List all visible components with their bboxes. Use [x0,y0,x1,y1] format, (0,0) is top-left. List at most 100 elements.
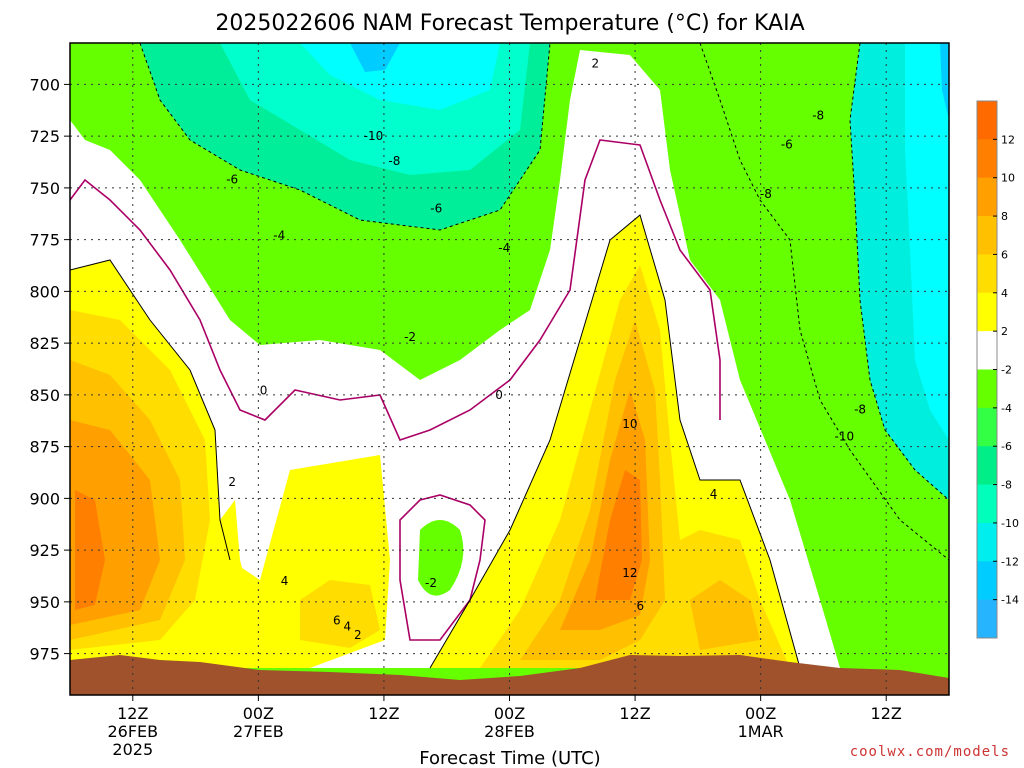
colorbar-swatch [977,522,997,562]
colorbar-tick-label: 12 [1001,133,1015,146]
credit-text: coolwx.com/models [850,744,1010,760]
y-tick-label: 825 [29,334,60,353]
y-tick-label: 850 [29,386,60,405]
contour-label: -4 [273,228,285,242]
y-tick-label: 975 [29,645,60,664]
contour-label: 0 [260,384,268,398]
contour-label: -2 [425,576,437,590]
y-tick-label: 725 [29,127,60,146]
y-tick-label: 900 [29,489,60,508]
colorbar-swatch [977,369,997,409]
field-band-4-mid [300,580,380,648]
contour-label: 4 [281,574,289,588]
colorbar-swatch [977,331,997,370]
colorbar-tick-label: -4 [1001,402,1012,415]
colorbar-tick-label: -12 [1001,555,1019,568]
contour-label: 0 [495,388,503,402]
contour-label: 2 [591,57,599,71]
x-tick-sublabel: 27FEB [233,722,284,741]
colorbar-swatch [977,484,997,524]
y-tick-label: 925 [29,541,60,560]
x-tick-sublabel: 26FEB [107,722,158,741]
contour-label: 2 [228,475,236,489]
x-tick-label: 12Z [368,704,399,723]
contour-line-warm-1 [70,259,231,561]
colorbar-tick-label: -14 [1001,594,1019,607]
colorbar-swatch [977,254,997,294]
colorbar-swatch [977,101,997,140]
contour-label: -6 [781,137,793,151]
y-tick-label: 775 [29,231,60,250]
field-band-2-mid [210,500,250,640]
x-tick-label: 00Z [745,704,776,723]
colorbar-swatch [977,561,997,601]
colorbar-swatch [977,446,997,486]
colorbar-swatch [977,139,997,179]
plot-area [70,43,949,695]
contour-label: 6 [636,599,644,613]
field-band-minus-12-upper [300,43,500,110]
x-tick-label: 00Z [494,704,525,723]
contour-label: -10 [835,429,855,443]
contour-label: -8 [812,108,824,122]
x-tick-label: 12Z [871,704,902,723]
colorbar-swatch [977,177,997,217]
contour-line-cold-2 [849,43,949,501]
colorbar-tick-label: 8 [1001,210,1008,223]
chart-title: 2025022606 NAM Forecast Temperature (°C)… [215,11,804,36]
colorbar-swatch [977,216,997,255]
y-tick-label: 950 [29,593,60,612]
colorbar-swatch [977,407,997,447]
field-band-minus-14-upper [350,43,400,72]
y-axis: 700 725 750 775 800 825 850 875 900 925 950 975 [29,75,70,664]
contour-label: 2 [354,628,362,642]
y-tick-label: 700 [29,75,60,94]
contour-label: -4 [498,241,510,255]
y-tick-label: 800 [29,282,60,301]
y-tick-label: 875 [29,438,60,457]
contour-label: -8 [760,187,772,201]
colorbar-tick-label: -6 [1001,440,1012,453]
contour-line-cold-1 [139,43,551,231]
field-band-6-right2 [690,580,760,650]
contour-label: -10 [364,129,384,143]
field-band-10-right [595,470,642,600]
x-tick-label: 12Z [619,704,650,723]
x-tick-sublabel: 2025 [112,740,153,759]
x-tick-sublabel: 28FEB [484,722,535,741]
contour-label: -6 [430,202,442,216]
field-band-minus-14 [940,43,949,120]
field-pocket-minus-2 [418,520,464,596]
contour-label: 10 [622,417,637,431]
colorbar: 12 10 8 6 4 2 -2 -4 -6 -8 -10 -12 -14 [976,100,1019,639]
contour-label: 4 [343,620,351,634]
contour-label: -8 [388,154,400,168]
x-tick-label: 00Z [243,704,274,723]
colorbar-tick-label: -10 [1001,517,1019,530]
x-axis-label: Forecast Time (UTC) [419,748,600,768]
y-tick-label: 750 [29,179,60,198]
field-band-10-left [75,490,105,610]
colorbar-tick-label: -8 [1001,479,1012,492]
colorbar-tick-label: 6 [1001,248,1008,261]
contour-label: 4 [710,487,718,501]
colorbar-tick-label: 10 [1001,172,1015,185]
colorbar-tick-label: 2 [1001,325,1008,338]
colorbar-swatch [977,292,997,332]
contour-label: -6 [226,173,238,187]
colorbar-tick-label: -2 [1001,364,1012,377]
contour-label: 6 [333,613,341,627]
contour-label: -8 [854,402,866,416]
contour-label: 12 [622,566,637,580]
x-tick-label: 12Z [117,704,148,723]
contour-line-cold-3 [699,43,949,561]
contour-label: -2 [404,330,416,344]
x-tick-sublabel: 1MAR [738,722,784,741]
colorbar-tick-label: 4 [1001,287,1008,300]
terrain-ground [70,655,949,695]
colorbar-swatch [977,599,997,639]
contour-line-warm-2 [429,214,801,669]
